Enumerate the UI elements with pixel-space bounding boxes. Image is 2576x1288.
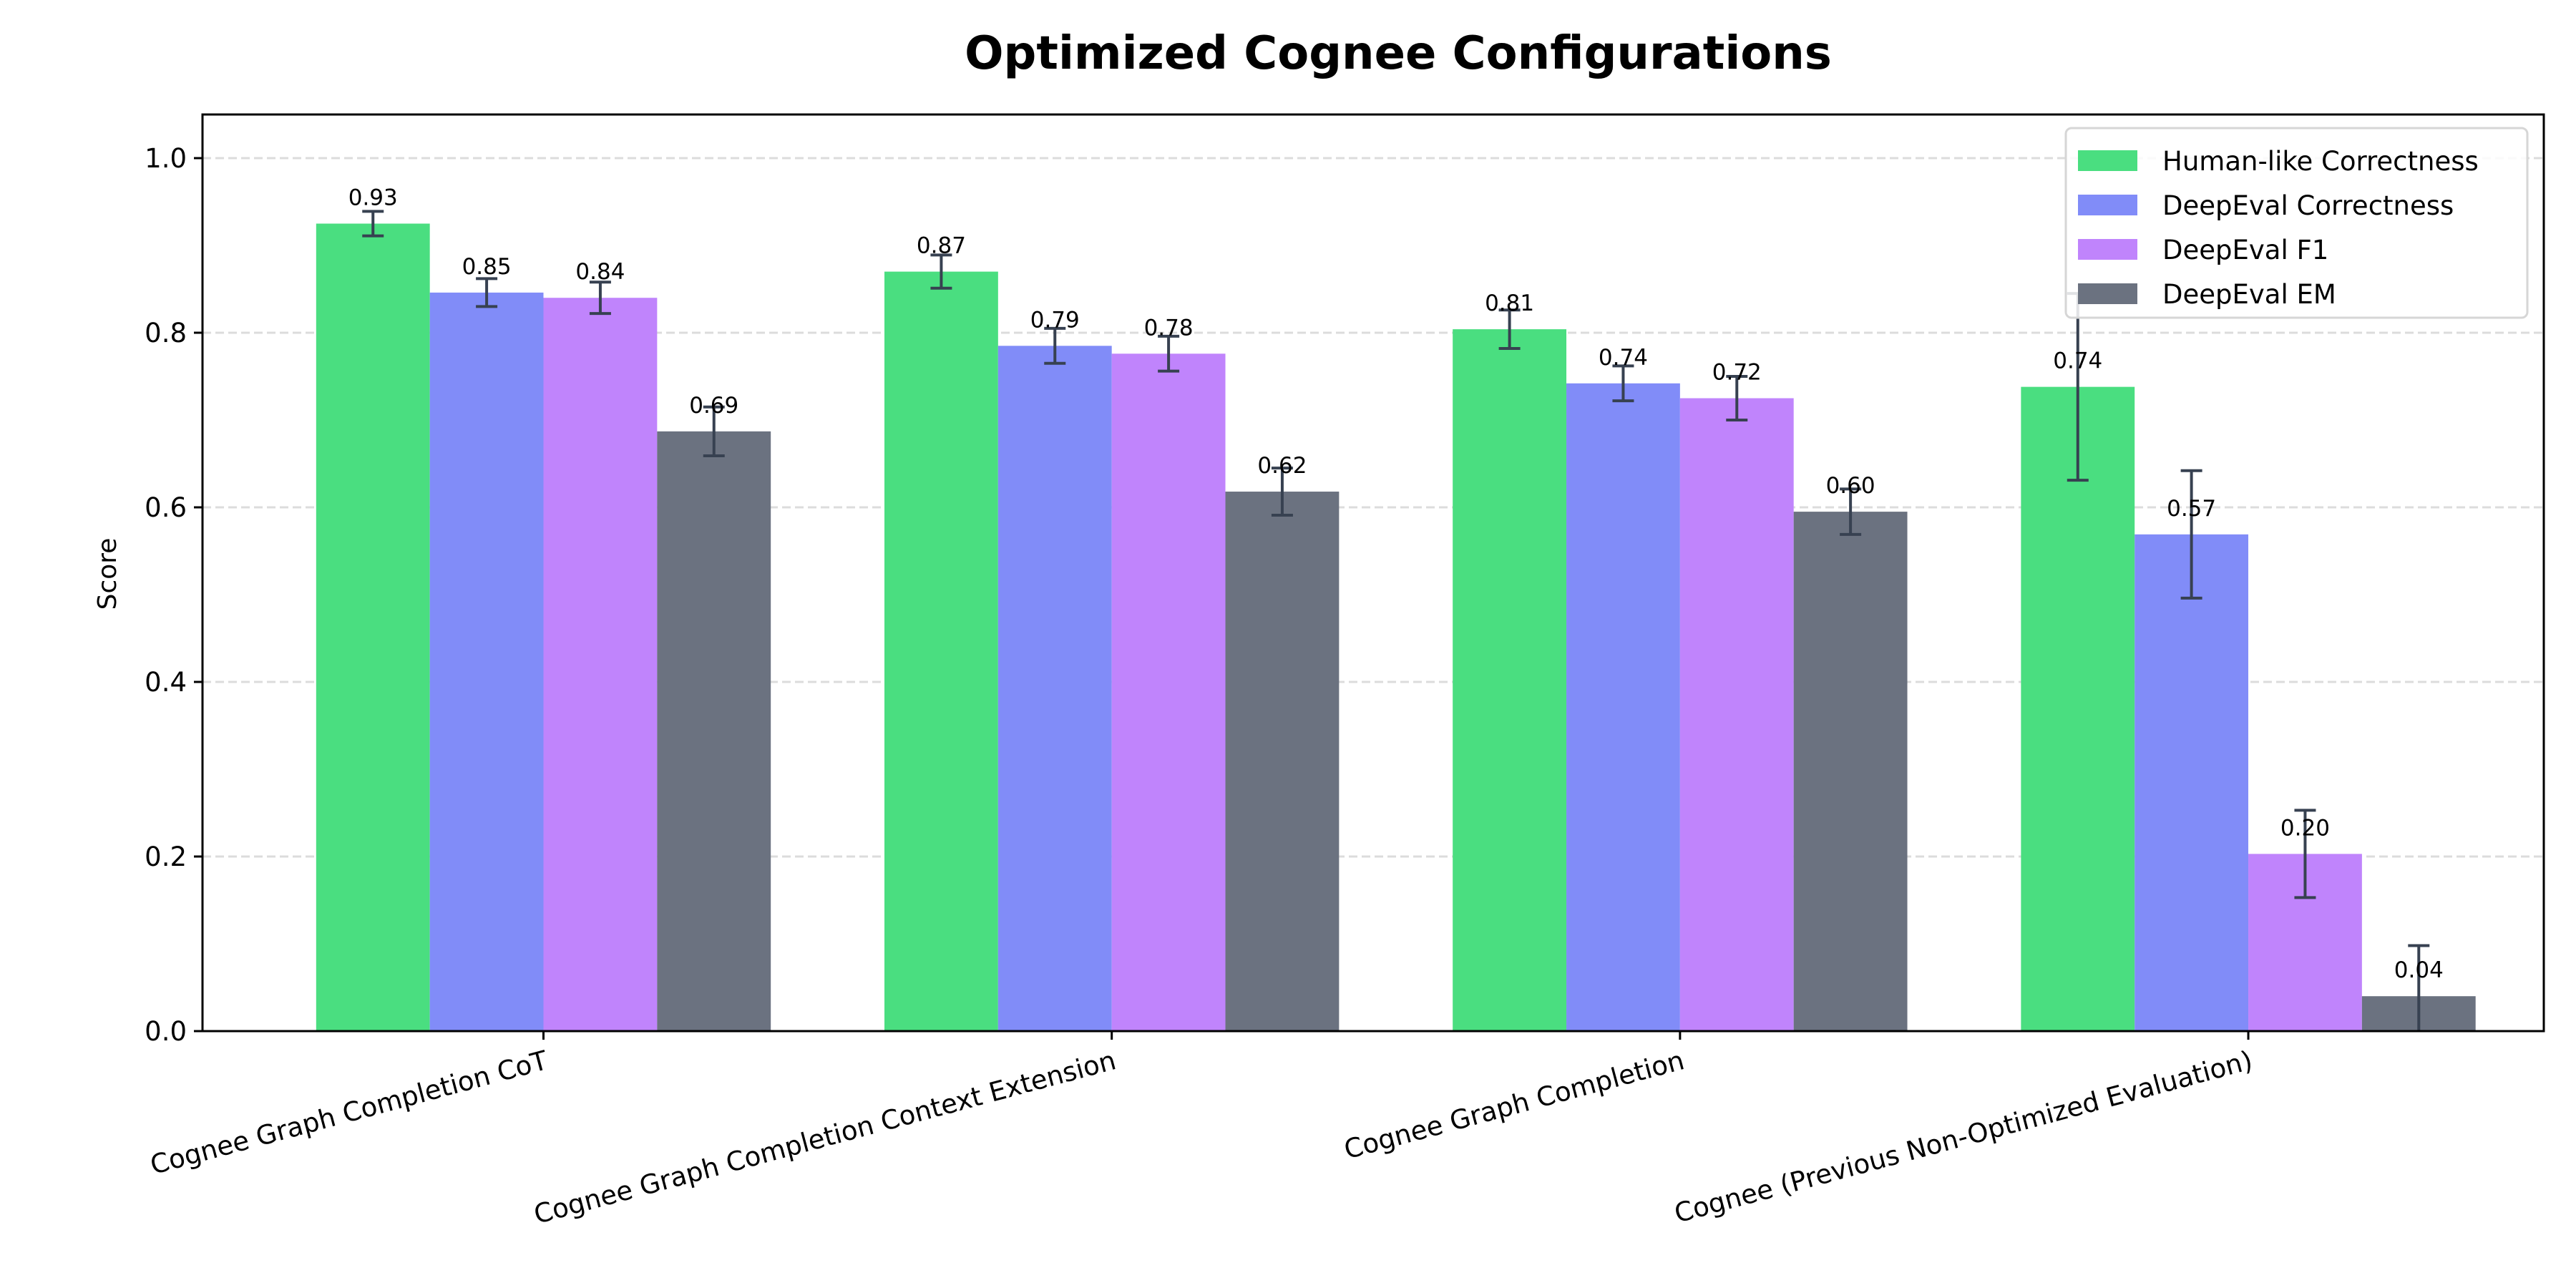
bar (543, 298, 658, 1032)
legend-label: DeepEval F1 (2162, 235, 2328, 265)
bar (429, 292, 544, 1031)
y-tick-label: 1.0 (145, 143, 187, 174)
y-tick-label: 0.2 (145, 841, 187, 872)
bar (1793, 512, 1908, 1031)
bar (1111, 353, 1226, 1031)
plot-frame (201, 113, 2545, 1033)
value-label: 0.69 (689, 393, 738, 419)
legend-label: DeepEval EM (2162, 279, 2336, 310)
legend-box (2064, 127, 2529, 319)
bar (1453, 329, 1567, 1031)
bar (2135, 534, 2249, 1031)
y-tick-label: 0.4 (145, 667, 187, 698)
value-label: 0.74 (1599, 345, 1648, 371)
y-axis: 0.0 0.2 0.4 0.6 0.8 1.0 (145, 143, 203, 1047)
value-label: 0.81 (1485, 291, 1534, 316)
legend-label: DeepEval Correctness (2162, 190, 2454, 221)
y-tick-label: 0.0 (145, 1016, 187, 1047)
x-tick-label: Cognee (Previous Non-Optimized Evaluatio… (1671, 1045, 2255, 1229)
bar (1566, 383, 1680, 1031)
bar (316, 223, 430, 1031)
value-label: 0.20 (2280, 815, 2330, 841)
y-axis-label: Score (93, 538, 122, 610)
legend: Human-like Correctness DeepEval Correctne… (2064, 127, 2529, 319)
bar (884, 271, 998, 1032)
value-label: 0.72 (1712, 360, 1762, 386)
bar (657, 431, 771, 1031)
value-labels: 0.93 0.87 0.81 0.74 0.85 0.79 0.74 0.57 0.84 0.78… (348, 185, 2444, 984)
y-tick-label: 0.6 (145, 492, 187, 523)
error-bars (362, 210, 2430, 1031)
value-label: 0.57 (2167, 496, 2216, 522)
value-label: 0.78 (1144, 315, 1194, 341)
value-label: 0.60 (1826, 473, 1875, 499)
x-tick-label: Cognee Graph Completion (1341, 1045, 1687, 1165)
legend-swatch (2078, 150, 2137, 171)
value-label: 0.84 (575, 259, 625, 285)
chart-title: Optimized Cognee Configurations (965, 27, 1832, 80)
y-tick-label: 0.8 (145, 318, 187, 348)
legend-swatch (2078, 283, 2137, 304)
bar (997, 346, 1112, 1031)
value-label: 0.87 (917, 233, 966, 259)
value-label: 0.79 (1030, 307, 1080, 333)
value-label: 0.93 (348, 185, 398, 211)
legend-swatch (2078, 239, 2137, 260)
value-label: 0.04 (2394, 957, 2444, 983)
legend-swatch (2078, 195, 2137, 215)
value-label: 0.74 (2053, 348, 2102, 374)
x-tick-label: Cognee Graph Completion CoT (147, 1045, 552, 1181)
value-label: 0.62 (1257, 453, 1307, 479)
bar (2021, 386, 2135, 1031)
x-tick-label: Cognee Graph Completion Context Extensio… (531, 1045, 1119, 1230)
bar (1679, 398, 1794, 1031)
value-label: 0.85 (462, 254, 512, 280)
legend-label: Human-like Correctness (2162, 146, 2479, 177)
bar (1225, 492, 1340, 1031)
bars (316, 223, 2476, 1032)
